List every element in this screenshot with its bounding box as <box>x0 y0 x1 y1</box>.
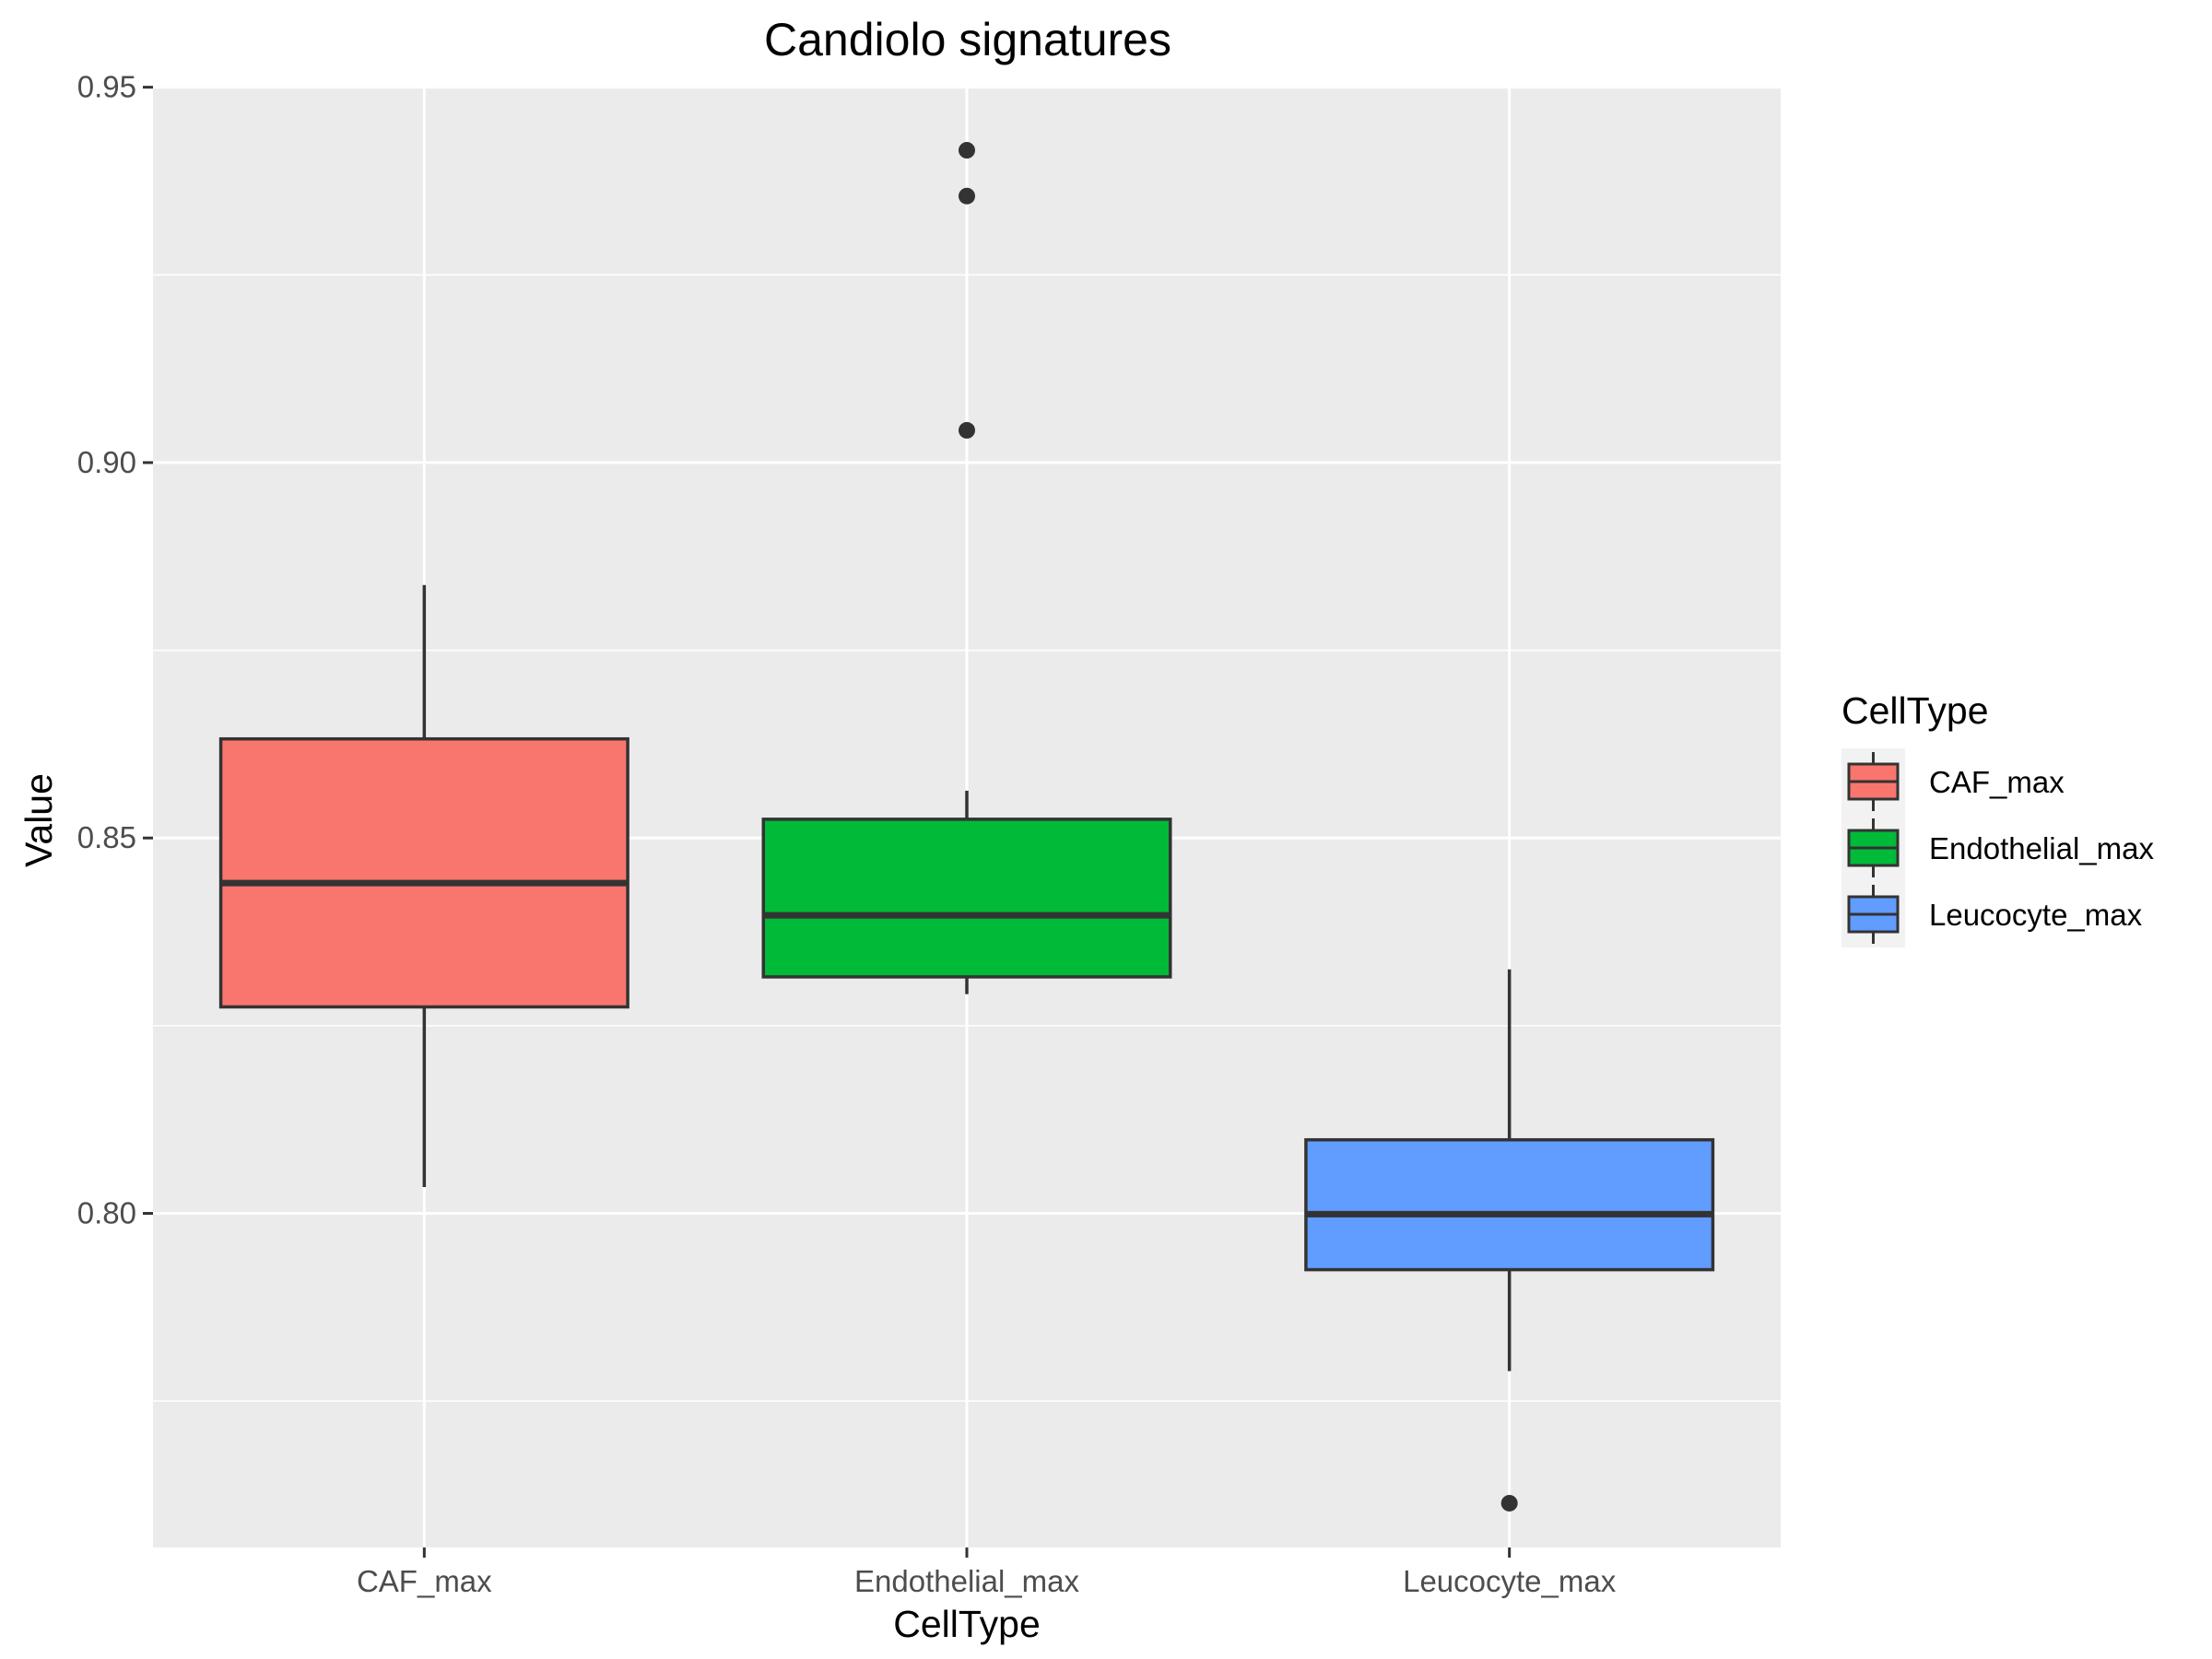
outlier-point <box>1500 1494 1518 1512</box>
outlier-point <box>959 421 975 439</box>
y-tick-label: 0.85 <box>77 820 136 854</box>
box-CAF_max <box>218 584 629 1187</box>
legend-item-CAF_max: CAF_max <box>1841 748 2065 815</box>
x-tick-label: Leucocyte_max <box>1403 1564 1617 1598</box>
y-tick-label: 0.80 <box>77 1196 136 1230</box>
plot-area <box>153 86 1781 1547</box>
y-tick-label: 0.90 <box>77 445 136 479</box>
x-tick-label: CAF_max <box>357 1564 492 1598</box>
legend-label: Endothelial_max <box>1929 831 2154 865</box>
legend-title: CellType <box>1841 689 1989 732</box>
box-iqr <box>1304 1137 1715 1272</box>
legend-label: CAF_max <box>1929 765 2065 799</box>
outlier-point <box>959 142 975 159</box>
legend: CellType CAF_max Endothelial_max Leucocyte… <box>1841 689 2154 947</box>
legend-label: Leucocyte_max <box>1929 898 2143 932</box>
y-tick-label: 0.95 <box>77 70 136 104</box>
y-axis-title: Value <box>18 773 60 867</box>
x-axis-title: CellType <box>893 1603 1041 1645</box>
box-Endothelial_max <box>761 142 1172 994</box>
outlier-point <box>959 187 975 205</box>
chart-title: Candiolo signatures <box>764 14 1171 65</box>
box-Leucocyte_max <box>1304 969 1715 1512</box>
legend-item-Endothelial_max: Endothelial_max <box>1841 815 2154 881</box>
box-iqr <box>218 736 629 1009</box>
axes: 0.80 0.85 0.90 0.95 CAF_max Endothelial_max Le… <box>77 70 1617 1598</box>
legend-item-Leucocyte_max: Leucocyte_max <box>1841 881 2143 947</box>
x-tick-label: Endothelial_max <box>854 1564 1079 1598</box>
box-iqr <box>761 818 1172 979</box>
